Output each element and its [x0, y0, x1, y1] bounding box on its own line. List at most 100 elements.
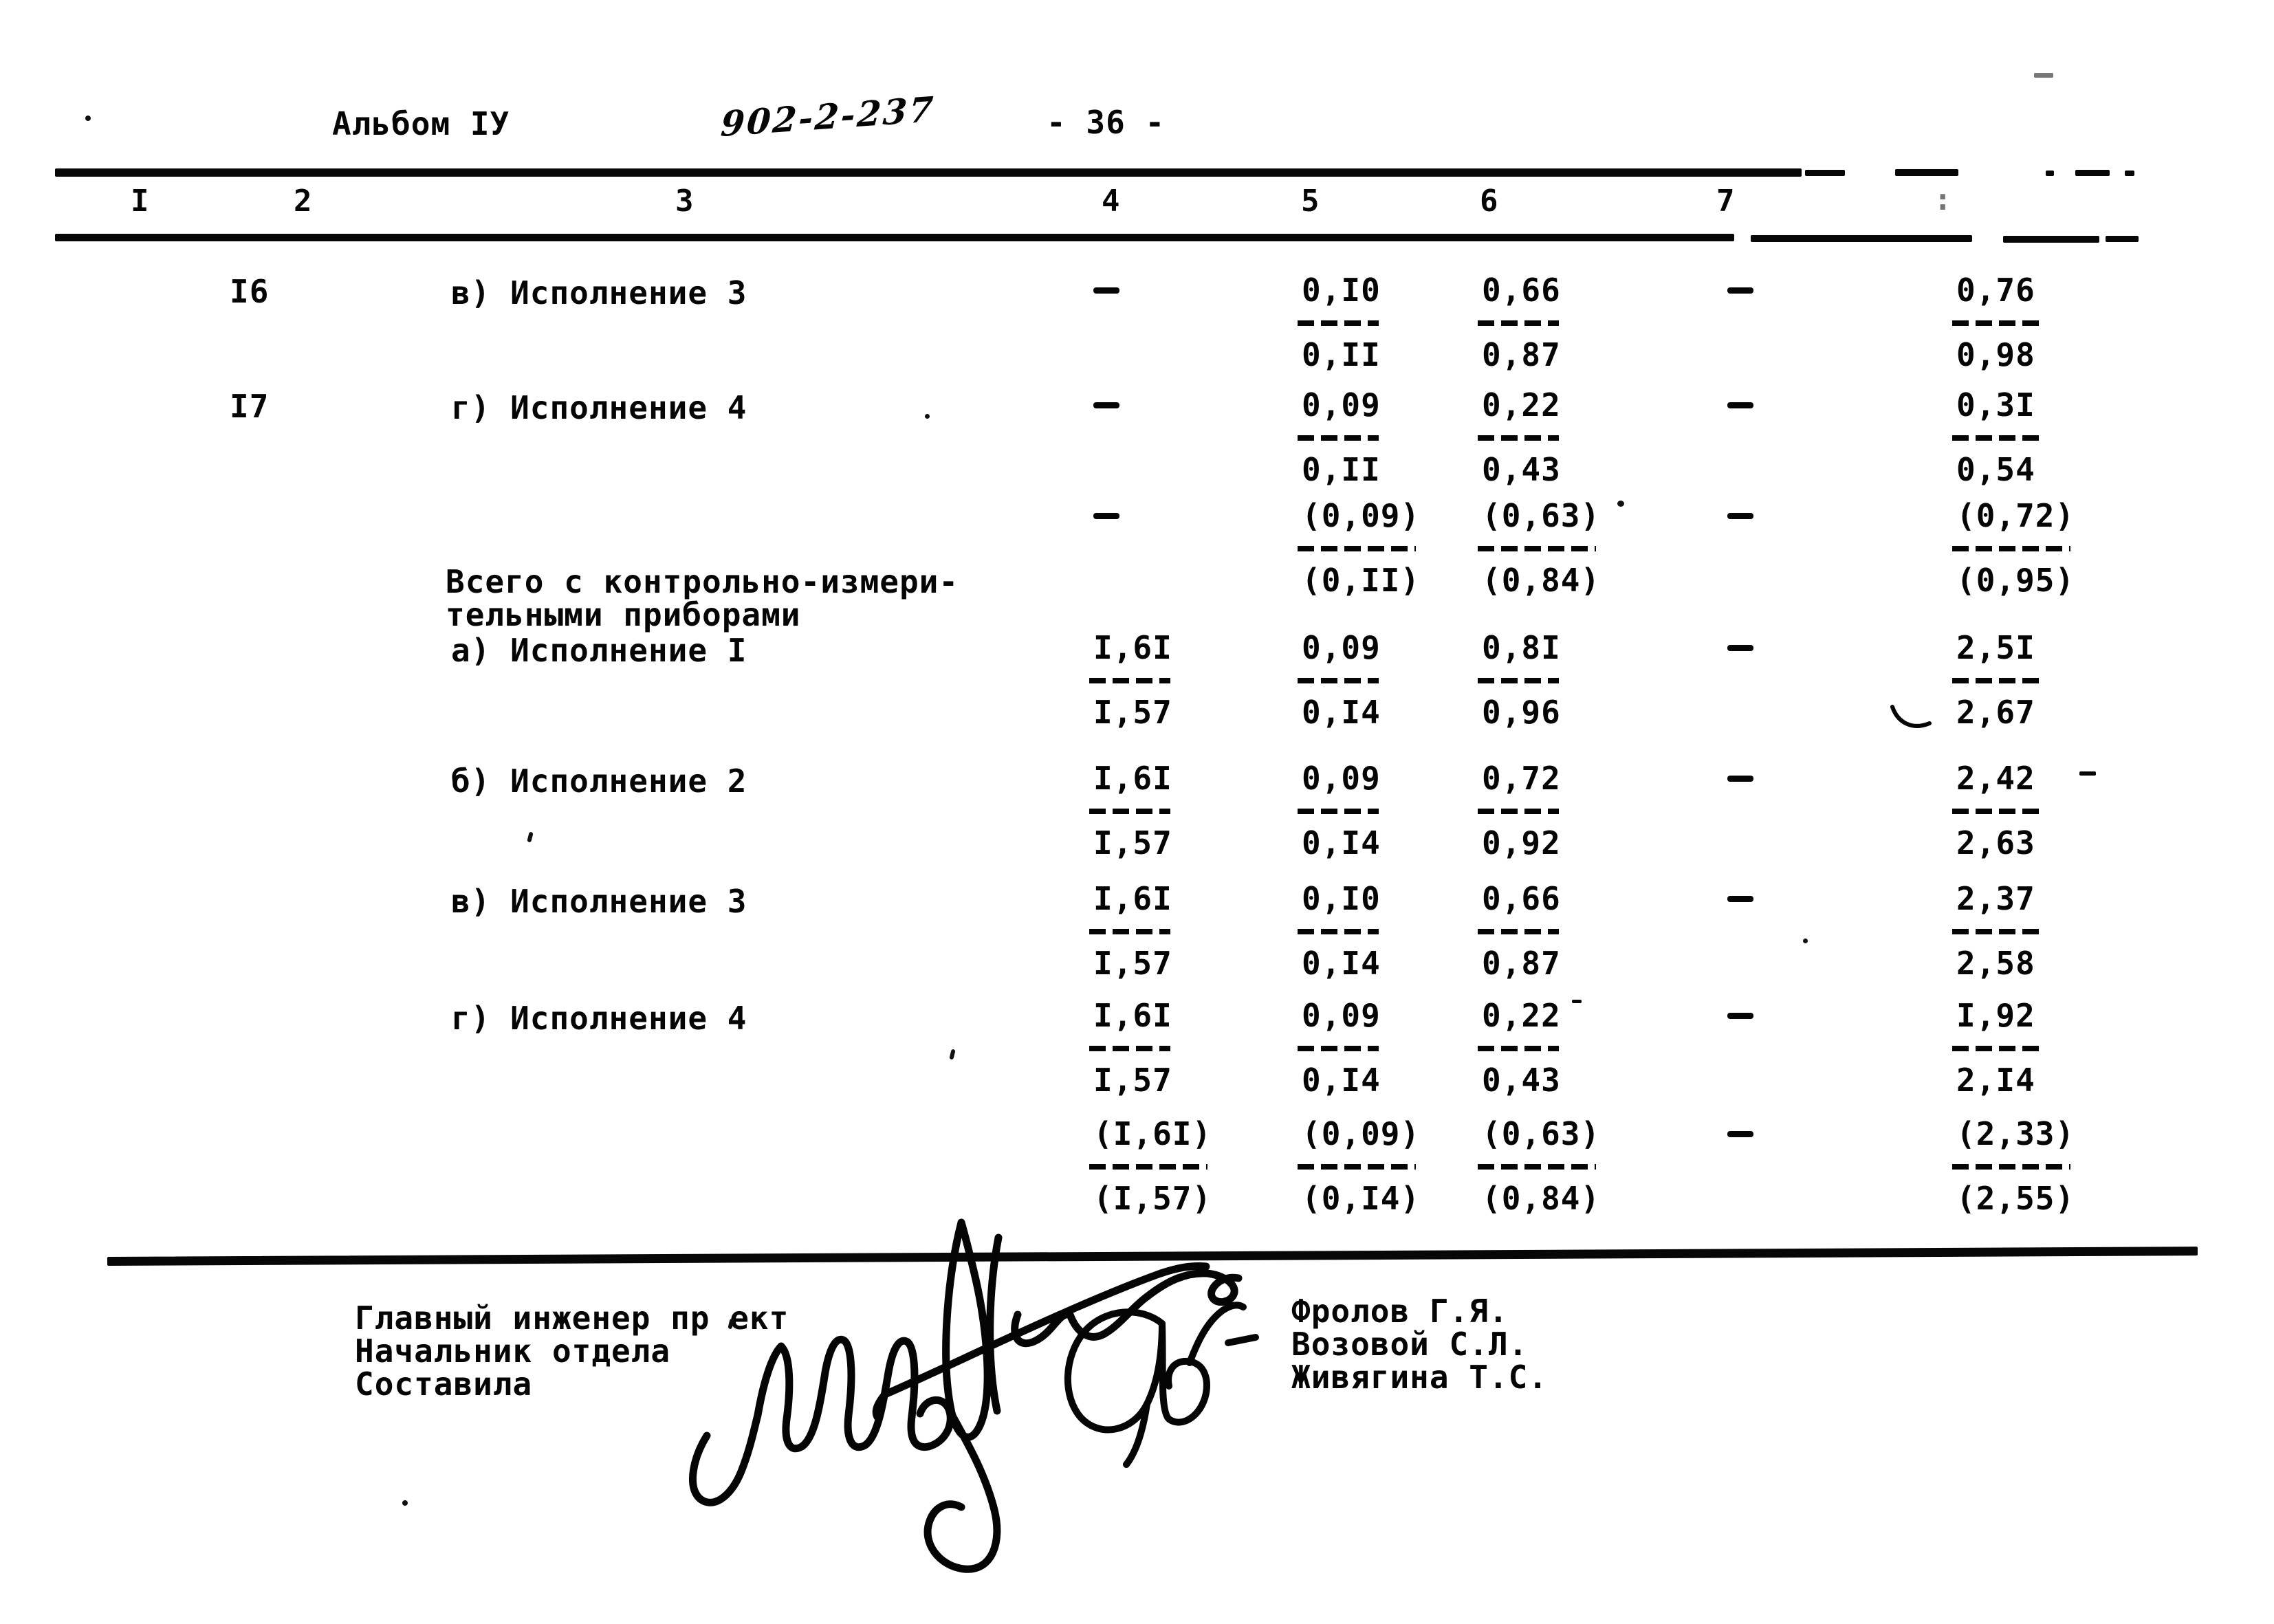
dash-value	[1727, 645, 1753, 651]
fraction-top-value: I,6I	[1093, 880, 1172, 917]
fraction-separator	[1298, 546, 1416, 551]
fraction-top-value: 0,09	[1302, 997, 1381, 1034]
fraction-bottom-value: (0,95)	[1956, 562, 2075, 599]
top-rule-2	[55, 234, 1734, 241]
fraction-bottom-value: 0,87	[1482, 945, 1561, 982]
fraction-separator	[1952, 435, 2044, 441]
fraction-top-value: (0,09)	[1302, 497, 1421, 534]
row-description-line: Всего с контрольно-измери-	[446, 563, 959, 600]
fraction-bottom-value: I,57	[1093, 824, 1172, 862]
row-label: б) Исполнение 2	[451, 762, 747, 800]
scan-speck	[925, 414, 930, 419]
fraction-bottom-value: (0,I4)	[1302, 1180, 1421, 1217]
fraction-top-value: (0,09)	[1302, 1115, 1421, 1152]
fraction-top-value: (2,33)	[1956, 1115, 2075, 1152]
top-rule-2-seg	[1751, 235, 1972, 242]
fraction-top-value: 0,09	[1302, 386, 1381, 424]
fraction-bottom-value: 0,96	[1482, 694, 1561, 731]
fraction-bottom-value: 2,63	[1956, 824, 2035, 862]
footer-role: Главный инженер пр ект	[355, 1299, 789, 1337]
dash-value	[1727, 513, 1753, 519]
scan-speck	[1803, 939, 1808, 943]
column-header: 5	[1301, 184, 1320, 219]
fraction-separator	[1478, 1046, 1559, 1051]
row-number: I6	[230, 273, 270, 310]
fraction-top-value: I,6I	[1093, 997, 1172, 1034]
column-header-faint-8: :	[1934, 182, 1953, 217]
dash-value	[1727, 287, 1753, 294]
fraction-top-value: I,6I	[1093, 760, 1172, 797]
row-label: г) Исполнение 4	[451, 1000, 747, 1037]
page-number: - 36 -	[1047, 104, 1166, 141]
row-label: в) Исполнение 3	[451, 883, 747, 920]
scan-speck	[1572, 1000, 1582, 1003]
footer-name: Возовой С.Л.	[1291, 1326, 1529, 1363]
column-header: 7	[1716, 184, 1736, 219]
fraction-top-value: 0,22	[1482, 997, 1561, 1034]
top-rule-1-seg	[2125, 171, 2134, 176]
column-header: 2	[294, 184, 313, 219]
fraction-bottom-value: (0,84)	[1482, 1180, 1601, 1217]
fraction-separator	[1089, 1164, 1207, 1170]
fraction-separator	[1298, 320, 1379, 326]
fraction-separator	[1089, 1046, 1170, 1051]
fraction-separator	[1298, 809, 1379, 814]
fraction-top-value: I,6I	[1093, 629, 1172, 666]
fraction-top-value: 0,76	[1956, 272, 2035, 309]
column-header: 6	[1480, 184, 1499, 219]
fraction-top-value: 0,09	[1302, 760, 1381, 797]
fraction-bottom-value: (0,II)	[1302, 562, 1421, 599]
fraction-bottom-value: I,57	[1093, 945, 1172, 982]
dash-value	[1727, 1131, 1753, 1137]
fraction-top-value: 0,8I	[1482, 629, 1561, 666]
fraction-separator	[1952, 1164, 2070, 1170]
fraction-separator	[1952, 1046, 2044, 1051]
scan-speck	[85, 116, 91, 121]
fraction-separator	[1952, 678, 2044, 683]
fraction-separator	[1478, 320, 1559, 326]
fraction-bottom-value: I,57	[1093, 1062, 1172, 1099]
row-description-line: тельными приборами	[446, 596, 801, 633]
footer-name: Фролов Г.Я.	[1291, 1293, 1509, 1330]
dash-value	[1093, 402, 1119, 408]
fraction-top-value: (I,6I)	[1093, 1115, 1212, 1152]
fraction-top-value: 0,66	[1482, 880, 1561, 917]
fraction-separator	[1089, 929, 1170, 934]
dash-value	[1093, 287, 1119, 294]
fraction-bottom-value: 0,I4	[1302, 1062, 1381, 1099]
bottom-rule	[107, 1247, 2198, 1266]
fraction-bottom-value: 0,43	[1482, 1062, 1561, 1099]
fraction-separator	[1952, 809, 2044, 814]
fraction-separator	[1298, 435, 1379, 441]
fraction-bottom-value: 0,I4	[1302, 824, 1381, 862]
fraction-top-value: 0,3I	[1956, 386, 2035, 424]
row-label: г) Исполнение 4	[451, 389, 747, 426]
fraction-top-value: 2,37	[1956, 880, 2035, 917]
fraction-top-value: (0,72)	[1956, 497, 2075, 534]
fraction-top-value: 0,09	[1302, 629, 1381, 666]
fraction-separator	[1478, 929, 1559, 934]
fraction-top-value: (0,63)	[1482, 497, 1601, 534]
top-rule-1-seg	[1895, 169, 1958, 176]
fraction-separator	[1478, 1164, 1596, 1170]
signature-department-head	[1064, 1302, 1259, 1468]
top-rule-2-seg	[2106, 236, 2139, 242]
fraction-bottom-value: (0,84)	[1482, 562, 1601, 599]
fraction-top-value: 0,66	[1482, 272, 1561, 309]
footer-role: Составила	[355, 1365, 533, 1403]
row-number: I7	[230, 388, 270, 425]
row-label: а) Исполнение I	[451, 632, 747, 669]
fraction-separator	[1478, 546, 1596, 551]
fraction-separator	[1089, 678, 1170, 683]
footer-name: Живягина Т.С.	[1291, 1359, 1549, 1396]
fraction-bottom-value: 0,92	[1482, 824, 1561, 862]
scan-speck	[1617, 501, 1624, 507]
scan-speck	[2079, 771, 2096, 776]
fraction-top-value: 0,72	[1482, 760, 1561, 797]
fraction-bottom-value: 0,II	[1302, 451, 1381, 488]
column-header: 3	[675, 184, 695, 219]
fraction-bottom-value: 0,87	[1482, 336, 1561, 373]
stray-mark	[2034, 73, 2053, 78]
column-header: 4	[1102, 184, 1121, 219]
